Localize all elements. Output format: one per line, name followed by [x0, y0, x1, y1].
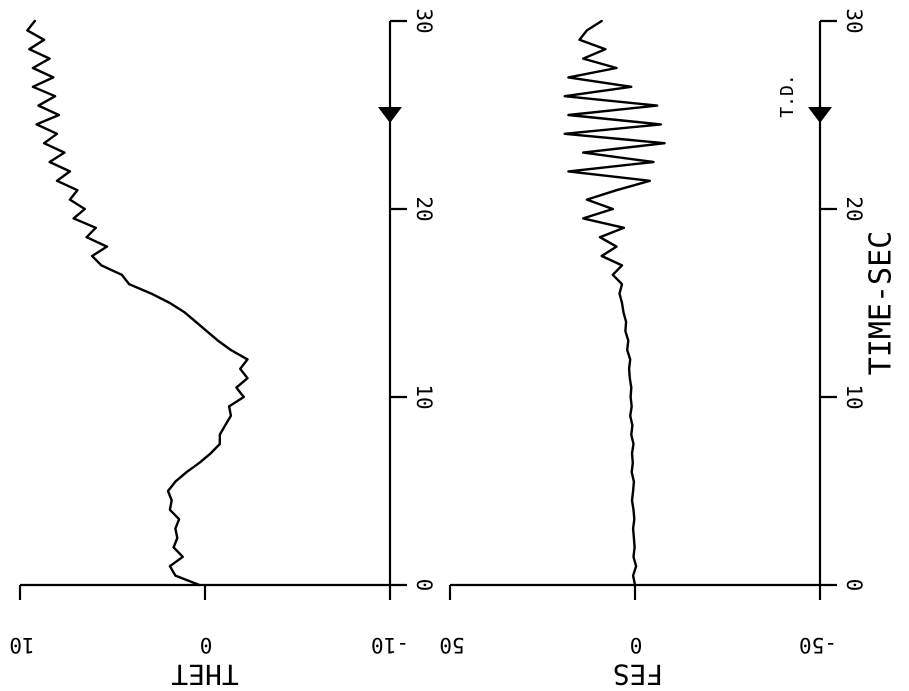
fes-xtick-label-3: 30	[842, 8, 866, 33]
thet-ytick-label-0: 10	[9, 633, 34, 657]
thet-ytick-label-1: 0	[200, 633, 213, 657]
fes-xtick-label-1: 10	[842, 384, 866, 409]
fes-touchdown-marker	[808, 107, 832, 123]
fes-ytick-label-1: 0	[630, 633, 643, 657]
thet-panel: 10 0 -10 0 10 20 30 THET	[9, 8, 436, 691]
fes-ytick-label-2: -50	[799, 633, 837, 657]
touchdown-label: T.D.	[777, 74, 798, 117]
fes-xtick-label-0: 0	[842, 579, 866, 592]
fes-xtick-label-2: 20	[842, 196, 866, 221]
thet-xtick-label-2: 20	[412, 196, 436, 221]
thet-xtick-label-1: 10	[412, 384, 436, 409]
fes-panel: 50 0 -50 0 10 20 30 FES TIME-SEC T.D.	[439, 8, 898, 691]
thet-xtick-label-0: 0	[412, 579, 436, 592]
fes-ytick-label-0: 50	[439, 633, 464, 657]
time-axis-label: TIME-SEC	[864, 231, 899, 376]
fes-series-line	[563, 19, 666, 587]
thet-ytick-label-2: -10	[371, 633, 409, 657]
thet-touchdown-marker	[378, 107, 402, 123]
thet-series-line	[26, 19, 249, 587]
thet-y-axis-label: THET	[171, 658, 239, 691]
thet-xtick-label-3: 30	[412, 8, 436, 33]
fes-y-axis-label: FES	[613, 658, 664, 691]
